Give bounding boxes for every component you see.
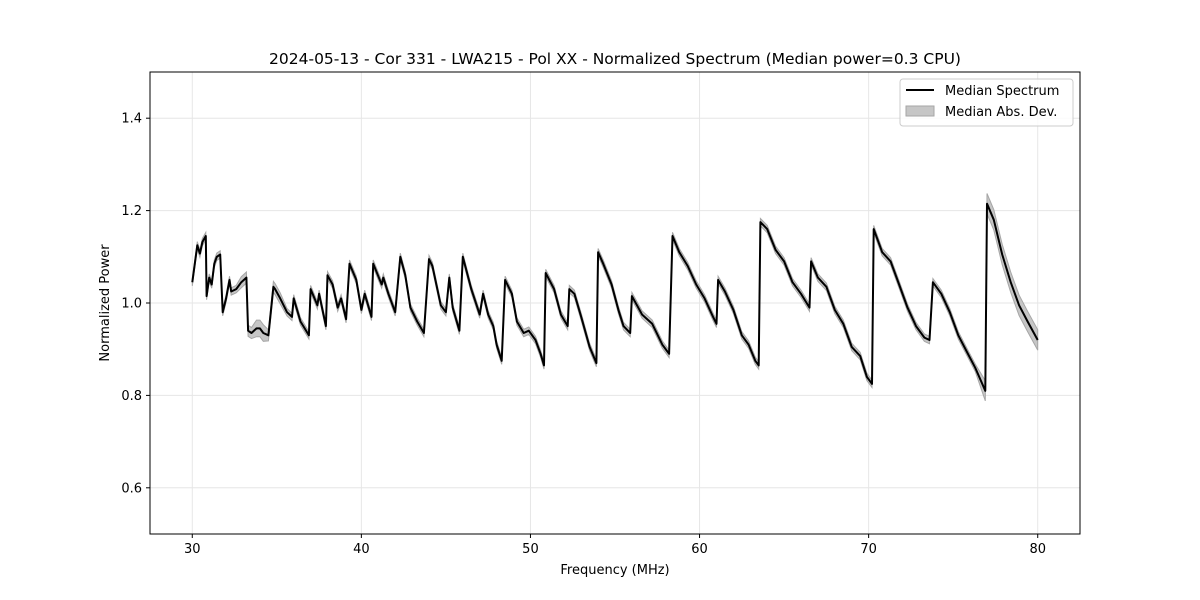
legend-label-median-spectrum: Median Spectrum [945, 84, 1059, 99]
y-tick-label: 1.4 [121, 112, 142, 127]
x-tick-label: 60 [691, 542, 708, 557]
y-axis-label: Normalized Power [98, 244, 113, 362]
y-tick-label: 0.8 [121, 389, 142, 404]
legend-box [899, 78, 1074, 127]
y-tick-label: 1.0 [121, 297, 142, 312]
x-tick-label: 40 [353, 542, 370, 557]
chart-title: 2024-05-13 - Cor 331 - LWA215 - Pol XX -… [269, 50, 961, 68]
y-axis-ticks: 0.6 0.8 1.0 1.2 1.4 [121, 112, 150, 496]
x-tick-label: 50 [522, 542, 539, 557]
x-tick-label: 30 [184, 542, 201, 557]
x-axis-ticks: 30 40 50 60 70 80 [184, 534, 1046, 557]
y-tick-label: 1.2 [121, 204, 142, 219]
x-axis-label: Frequency (MHz) [560, 563, 669, 578]
x-tick-label: 80 [1029, 542, 1046, 557]
legend-band-swatch [905, 105, 935, 117]
legend-label-median-abs-dev: Median Abs. Dev. [945, 105, 1057, 120]
x-tick-label: 70 [860, 542, 877, 557]
median-spectrum-line [191, 202, 1039, 392]
y-tick-label: 0.6 [121, 481, 142, 496]
legend: Median Spectrum Median Abs. Dev. [899, 78, 1074, 127]
